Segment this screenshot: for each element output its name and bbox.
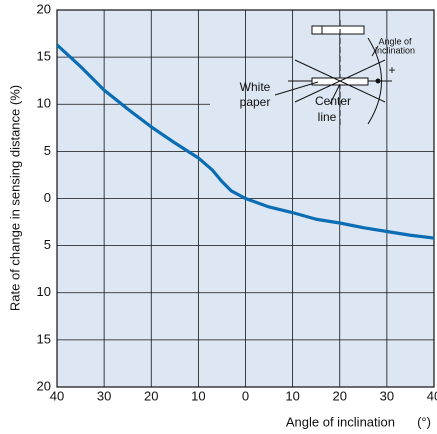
annotation: line bbox=[318, 110, 337, 124]
y-tick-label: 20 bbox=[37, 378, 51, 393]
x-tick-label: 0 bbox=[242, 388, 249, 403]
x-tick-label: 20 bbox=[333, 388, 347, 403]
x-axis-label: Angle of inclination bbox=[286, 414, 395, 429]
x-tick-label: 10 bbox=[285, 388, 299, 403]
y-tick-label: 10 bbox=[37, 284, 51, 299]
y-axis-label: Rate of change in sensing distance (%) bbox=[7, 85, 22, 311]
y-tick-label: 10 bbox=[37, 96, 51, 111]
annotation: paper bbox=[240, 95, 271, 109]
data-line bbox=[55, 43, 435, 240]
y-tick-label: 20 bbox=[37, 1, 51, 16]
annotation: + bbox=[388, 63, 395, 77]
y-tick-label: 15 bbox=[37, 331, 51, 346]
y-tick-label: 5 bbox=[44, 143, 51, 158]
y-tick-label: 15 bbox=[37, 49, 51, 64]
x-tick-label: 20 bbox=[144, 388, 158, 403]
x-axis-unit: (°) bbox=[417, 414, 431, 429]
annotation: White bbox=[240, 80, 271, 94]
annotation: Angle of bbox=[378, 36, 412, 46]
annotation: inclination bbox=[375, 45, 415, 55]
y-tick-label: 5 bbox=[44, 237, 51, 252]
plot-frame bbox=[56, 9, 435, 388]
inset-diagram bbox=[274, 20, 392, 128]
x-tick-label: 40 bbox=[50, 388, 64, 403]
x-tick-label: 10 bbox=[191, 388, 205, 403]
x-tick-label: 30 bbox=[380, 388, 394, 403]
y-tick-label: 0 bbox=[44, 190, 51, 205]
x-tick-label: 30 bbox=[97, 388, 111, 403]
x-tick-label: 40 bbox=[427, 388, 437, 403]
annotation: Center bbox=[315, 94, 351, 108]
